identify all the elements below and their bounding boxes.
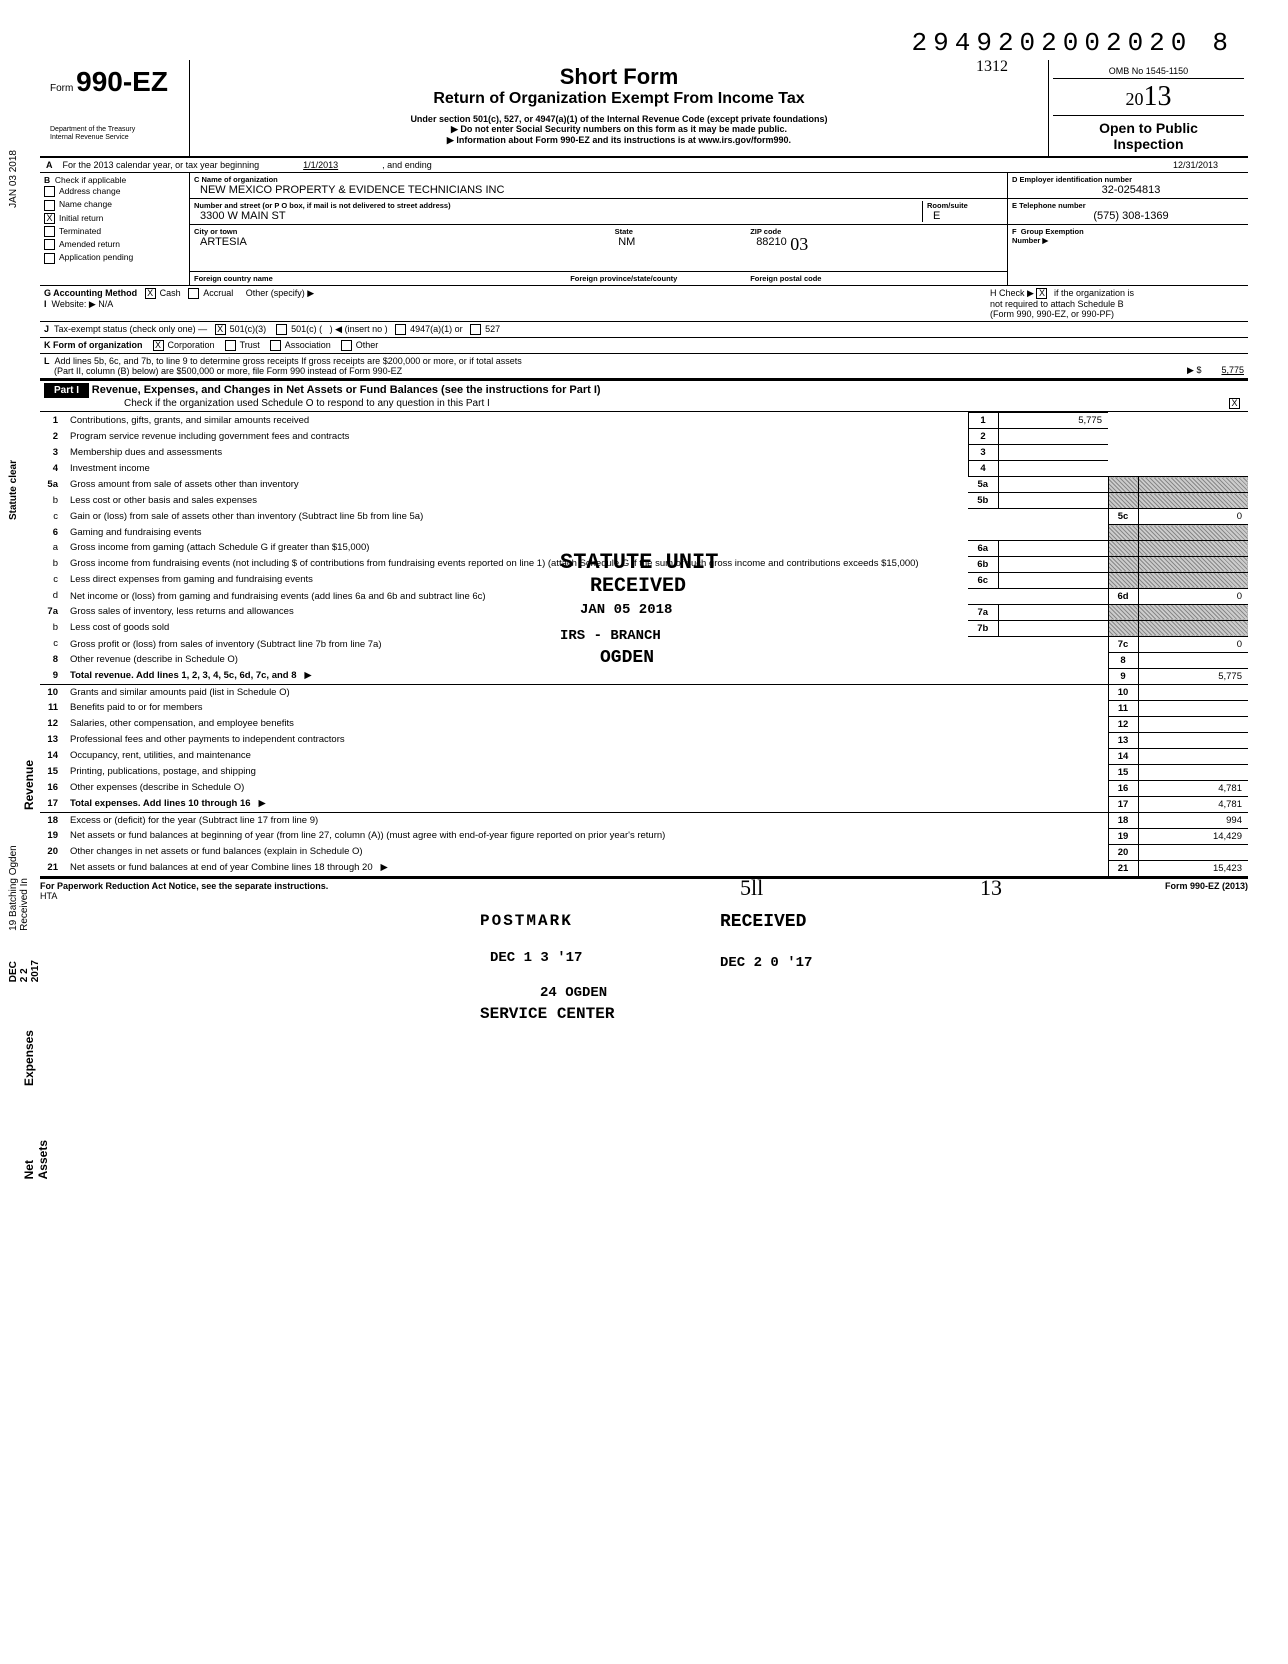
title-under-section: Under section 501(c), 527, or 4947(a)(1)…	[200, 114, 1038, 124]
schedule-o-checkbox[interactable]	[1229, 398, 1240, 409]
stamp-postmark: POSTMARK	[480, 912, 573, 930]
stamp-received-2: RECEIVED	[720, 912, 806, 932]
document-number: 29492020020208	[912, 28, 1228, 58]
side-expenses: Expenses	[22, 1030, 36, 1086]
form-label: Form	[50, 83, 73, 94]
handwritten-1312: 1312	[976, 58, 1008, 76]
open-to-public: Open to Public Inspection	[1053, 116, 1244, 152]
form-header: Form 990-EZ Department of the Treasury I…	[40, 60, 1248, 158]
handwritten-5ll: 5ll	[740, 875, 763, 901]
street-address: 3300 W MAIN ST	[200, 210, 922, 222]
header-address-block: B Check if applicable Address change Nam…	[40, 173, 1248, 286]
initial-return-checkbox[interactable]	[44, 213, 55, 224]
col-B-checkboxes: B Check if applicable Address change Nam…	[40, 173, 190, 285]
treasury-dept: Department of the Treasury Internal Reve…	[50, 126, 179, 141]
title-no-ssn: ▶ Do not enter Social Security numbers o…	[200, 124, 1038, 135]
side-revenue: Revenue	[22, 760, 36, 810]
margin-dec22: DEC 2 2 2017	[8, 960, 41, 982]
501c3-checkbox[interactable]	[215, 324, 226, 335]
org-name: NEW MEXICO PROPERTY & EVIDENCE TECHNICIA…	[200, 184, 1003, 196]
margin-stamp-jan03: JAN 03 2018	[8, 150, 19, 208]
title-short-form: Short Form	[200, 64, 1038, 90]
room-suite: E	[933, 210, 1003, 222]
omb-number: OMB No 1545-1150	[1053, 64, 1244, 79]
corporation-checkbox[interactable]	[153, 340, 164, 351]
page-footer: For Paperwork Reduction Act Notice, see …	[40, 877, 1248, 901]
col-C-org-info: C Name of organization NEW MEXICO PROPER…	[190, 173, 1008, 285]
line-K: K Form of organization Corporation Trust…	[40, 338, 1248, 354]
cash-checkbox[interactable]	[145, 288, 156, 299]
handwritten-03: 03	[790, 234, 808, 254]
stamp-service-center: SERVICE CENTER	[480, 1005, 614, 1023]
line-L: L Add lines 5b, 6c, and 7b, to line 9 to…	[40, 354, 1248, 380]
line-J: J Tax-exempt status (check only one) — 5…	[40, 322, 1248, 338]
ein: 32-0254813	[1018, 184, 1244, 196]
title-info-url: ▶ Information about Form 990-EZ and its …	[200, 135, 1038, 146]
margin-statute-clear: Statute clear	[8, 460, 19, 520]
tax-year: 20201313	[1053, 79, 1244, 116]
line-A: A For the 2013 calendar year, or tax yea…	[40, 158, 1248, 173]
margin-batching: 19 Batching Ogden Received In	[8, 830, 30, 931]
line-G-H: G Accounting Method Cash Accrual Other (…	[40, 286, 1248, 322]
title-return: Return of Organization Exempt From Incom…	[200, 90, 1038, 108]
handwritten-13: 13	[980, 875, 1002, 901]
part-1-lines: 1Contributions, gifts, grants, and simil…	[40, 412, 1248, 877]
part-1-header: Part I Revenue, Expenses, and Changes in…	[40, 380, 1248, 412]
stamp-dec13: DEC 1 3 '17	[490, 950, 582, 966]
stamp-dec20: DEC 2 0 '17	[720, 955, 812, 971]
col-D-ein-phone: D Employer identification number 32-0254…	[1008, 173, 1248, 285]
schedule-b-checkbox[interactable]	[1036, 288, 1047, 299]
stamp-24-ogden: 24 OGDEN	[540, 985, 607, 1001]
side-netassets: Net Assets	[22, 1140, 50, 1179]
form-number: 990-EZ	[76, 66, 168, 97]
telephone: (575) 308-1369	[1018, 210, 1244, 222]
